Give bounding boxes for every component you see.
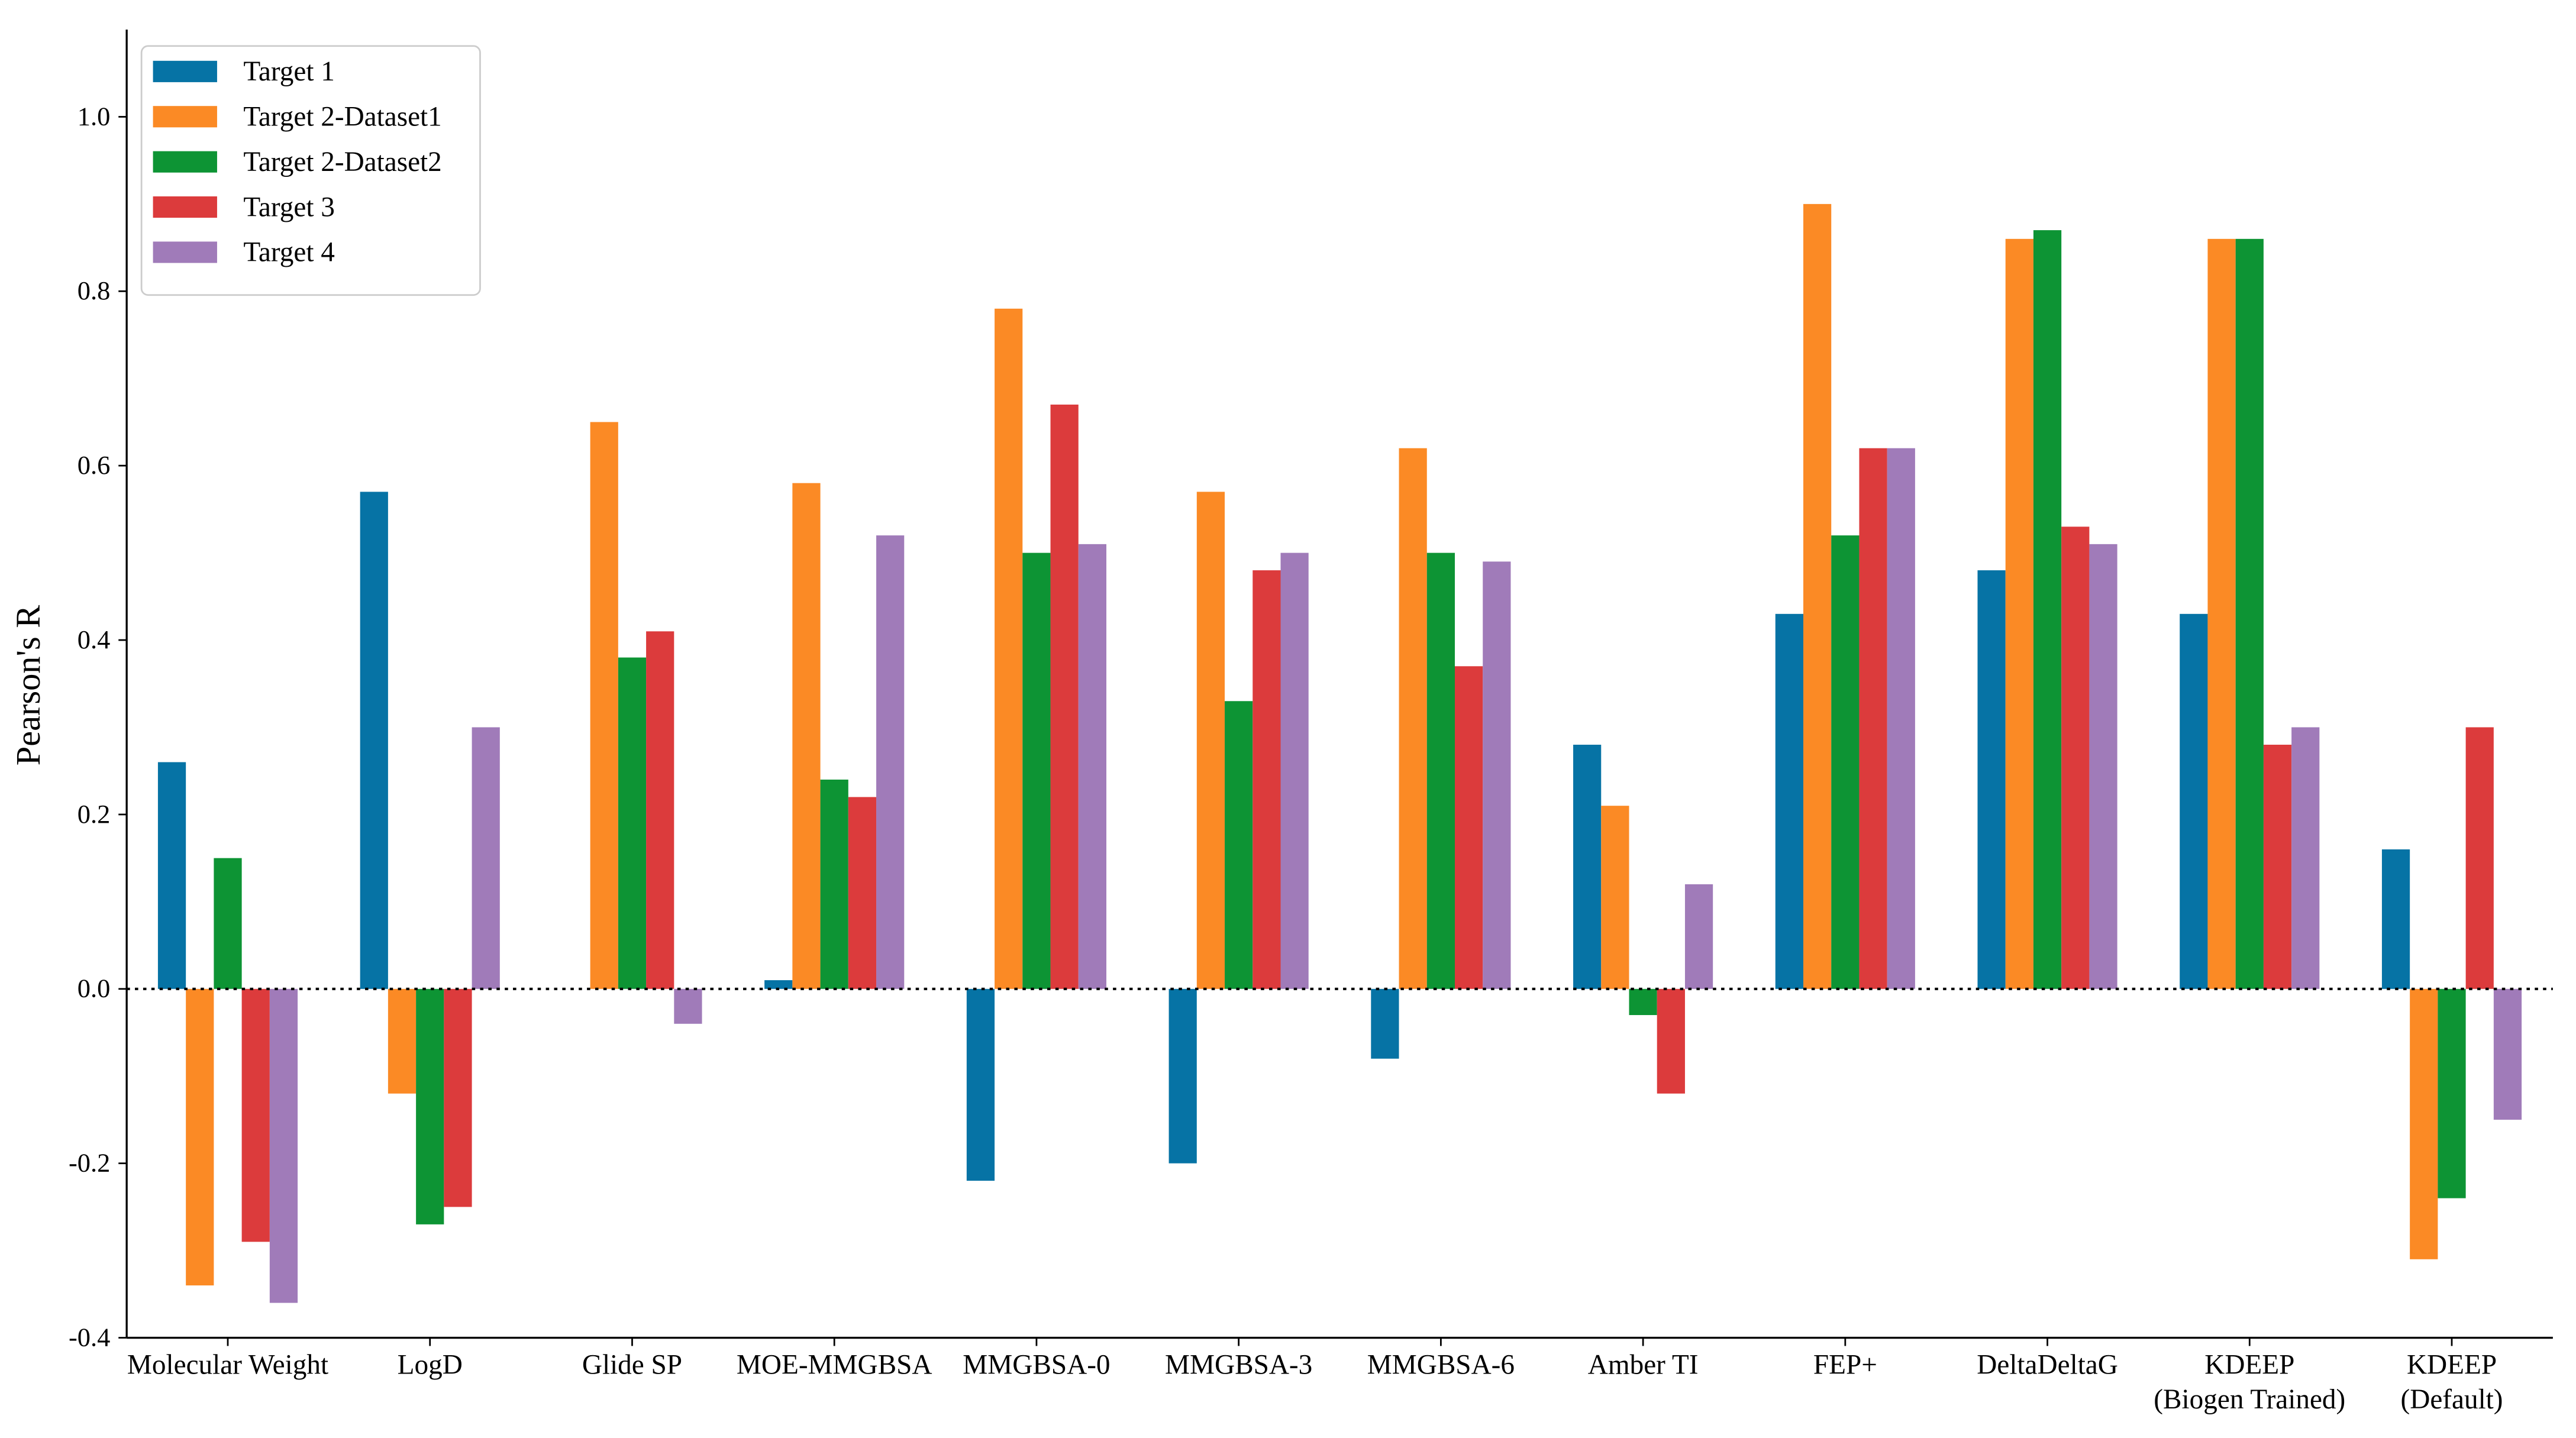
bar [2493, 988, 2522, 1120]
bar [1977, 570, 2006, 989]
legend-swatch [153, 106, 217, 128]
bar [388, 988, 417, 1094]
bar [1399, 448, 1427, 989]
bar [674, 988, 702, 1024]
bar [2410, 988, 2438, 1259]
x-tick-label: KDEEP (Default) [2401, 1350, 2503, 1415]
y-tick-label: 0.6 [78, 450, 111, 480]
bar [876, 535, 905, 989]
bar [241, 988, 270, 1242]
bar [1684, 884, 1713, 989]
y-tick-label: 1.0 [78, 101, 111, 131]
bar [1371, 988, 1399, 1059]
bar [820, 779, 848, 989]
bar [1629, 988, 1657, 1016]
bar [2207, 238, 2236, 989]
bar [590, 422, 618, 989]
legend-label: Target 2-Dataset2 [243, 147, 441, 177]
bar [1454, 666, 1483, 989]
x-tick-label: LogD [398, 1350, 463, 1381]
bar [2033, 230, 2062, 989]
bar [269, 988, 298, 1303]
bar [2235, 238, 2264, 989]
bar [1022, 552, 1051, 989]
bar [157, 762, 186, 989]
legend-label: Target 3 [243, 192, 334, 222]
bar [1657, 988, 1685, 1094]
bar [2291, 727, 2320, 989]
legend-swatch [153, 196, 217, 218]
bar [2381, 849, 2410, 989]
bar [1050, 404, 1079, 989]
y-tick-label: -0.4 [69, 1322, 110, 1352]
bar [1831, 535, 1860, 989]
legend-box [140, 45, 481, 296]
x-tick-label: MMGBSA-3 [1165, 1350, 1312, 1381]
x-tick-label: Amber TI [1588, 1350, 1699, 1381]
bar [360, 492, 388, 989]
bar [848, 797, 877, 989]
bar [1225, 701, 1253, 989]
x-tick-label: MOE-MMGBSA [737, 1350, 932, 1381]
y-tick-label: 0.2 [78, 799, 111, 829]
bar [1196, 492, 1225, 989]
y-tick-label: 0.4 [78, 625, 111, 654]
bar [1601, 806, 1629, 989]
bar [1483, 561, 1511, 989]
bar [472, 727, 500, 989]
legend-label: Target 1 [243, 56, 334, 87]
legend-label: Target 4 [243, 237, 334, 268]
legend-swatch [153, 151, 217, 173]
bar [1280, 552, 1309, 989]
y-tick-label: 0.0 [78, 974, 111, 1003]
x-tick-label: MMGBSA-6 [1367, 1350, 1515, 1381]
bar [2180, 613, 2208, 989]
bar [1253, 570, 1281, 989]
x-tick-label: Glide SP [582, 1350, 682, 1381]
bar [966, 988, 995, 1181]
bar [2438, 988, 2466, 1198]
legend-swatch [153, 60, 217, 82]
legend-label: Target 2-Dataset1 [243, 102, 441, 133]
bar [2465, 727, 2494, 989]
bar [416, 988, 444, 1224]
bar [2005, 238, 2033, 989]
bar [1859, 448, 1887, 989]
x-tick-label: DeltaDeltaG [1977, 1350, 2118, 1381]
bar [1803, 203, 1832, 989]
bar [646, 631, 674, 989]
bar [1573, 744, 1602, 989]
y-tick-label: 0.8 [78, 276, 111, 305]
bar [2061, 526, 2090, 989]
bar [2263, 744, 2292, 989]
bar [618, 657, 647, 989]
x-tick-label: KDEEP (Biogen Trained) [2154, 1350, 2345, 1415]
bar [792, 483, 821, 989]
bar [2089, 544, 2117, 989]
y-axis-label: Pearson's R [9, 605, 47, 765]
bar [1775, 613, 1803, 989]
x-tick-label: FEP+ [1813, 1350, 1877, 1381]
bar [214, 858, 242, 989]
bar [1887, 448, 1915, 989]
bar [995, 308, 1023, 989]
bar [186, 988, 214, 1286]
bar [444, 988, 472, 1207]
bar [1426, 552, 1455, 989]
x-tick-label: Molecular Weight [127, 1350, 328, 1381]
legend-swatch [153, 241, 217, 263]
bar [1078, 544, 1106, 989]
bar [764, 980, 793, 989]
y-tick-label: -0.2 [69, 1148, 110, 1178]
bar [1168, 988, 1197, 1164]
x-tick-label: MMGBSA-0 [963, 1350, 1110, 1381]
